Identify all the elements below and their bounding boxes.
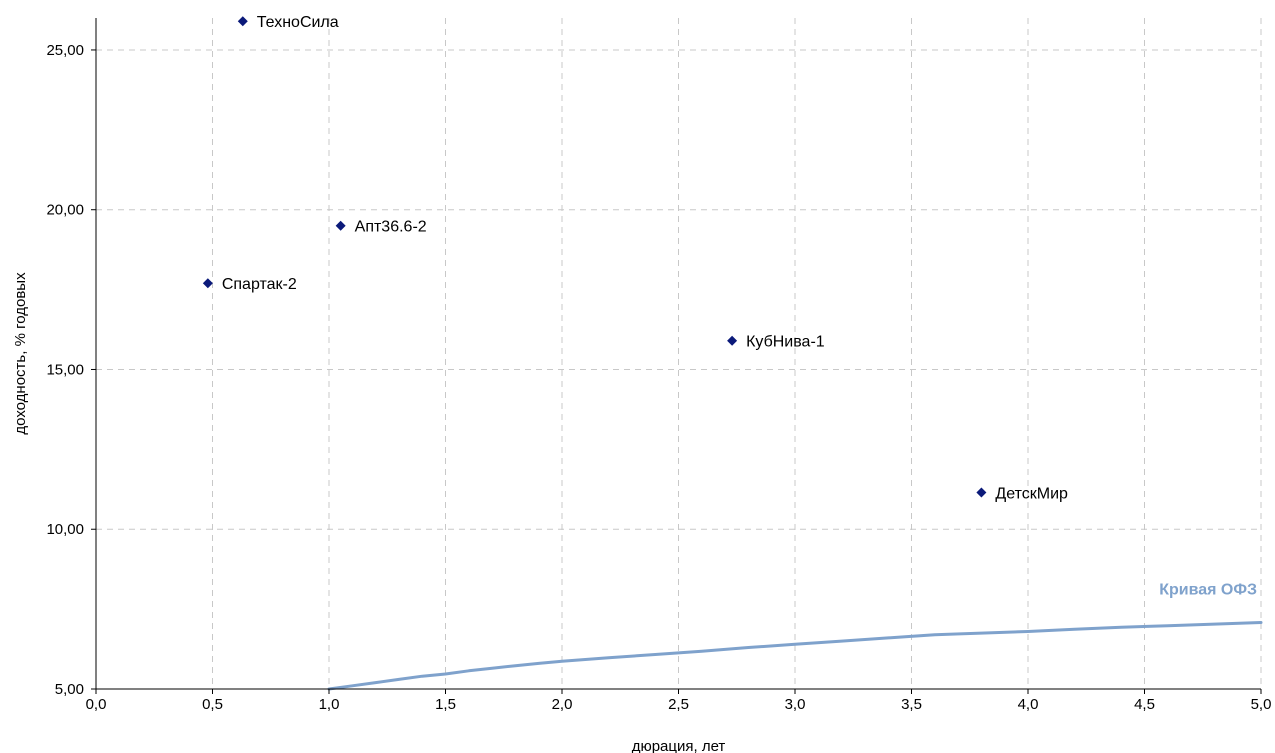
grid (96, 18, 1262, 689)
x-tick-label: 4,0 (1018, 696, 1039, 713)
x-axis-title: дюрация, лет (632, 738, 726, 753)
x-tick-label: 1,5 (435, 696, 456, 713)
bond-point-marker (202, 278, 213, 289)
x-tick-label: 5,0 (1251, 696, 1272, 713)
y-tick-label: 10,00 (46, 521, 84, 538)
bond-point-label: ДетскМир (995, 485, 1068, 502)
bond-point-label: КубНива-1 (746, 334, 825, 351)
x-tick-label: 0,5 (202, 696, 223, 713)
bond-point-label: Спартак-2 (222, 276, 297, 293)
x-tick-label: 2,0 (552, 696, 573, 713)
yield-curve-line (327, 621, 1263, 691)
bond-point-label: Апт36.6-2 (355, 219, 427, 236)
axes: 0,0 0,5 1,0 1,5 2,0 2,5 3,0 3,5 4,0 4,5 5,0 5,00 10,… (46, 18, 1271, 713)
y-tick-label: 20,00 (46, 202, 84, 219)
y-axis-title: доходность, % годовых (12, 272, 29, 435)
x-tick-label: 0,0 (86, 696, 107, 713)
x-tick-label: 3,5 (901, 696, 922, 713)
bond-point-label: ТехноСила (257, 14, 339, 31)
yield-curve: Кривая ОФЗ (327, 582, 1263, 691)
y-tick-label: 15,00 (46, 361, 84, 378)
y-tick-label: 25,00 (46, 42, 84, 59)
x-tick-label: 3,0 (785, 696, 806, 713)
y-tick-label: 5,00 (55, 681, 84, 698)
bond-point-marker (976, 487, 987, 498)
yield-curve-label: Кривая ОФЗ (1159, 582, 1257, 599)
bond-points: ТехноСила Апт36.6-2 Спартак-2 КубНива-1 Детс… (202, 14, 1068, 502)
x-tick-label: 1,0 (319, 696, 340, 713)
bond-point-marker (727, 335, 738, 346)
bond-point-marker (237, 16, 248, 27)
x-tick-label: 4,5 (1134, 696, 1155, 713)
bond-point-marker (335, 220, 346, 231)
x-tick-label: 2,5 (668, 696, 689, 713)
